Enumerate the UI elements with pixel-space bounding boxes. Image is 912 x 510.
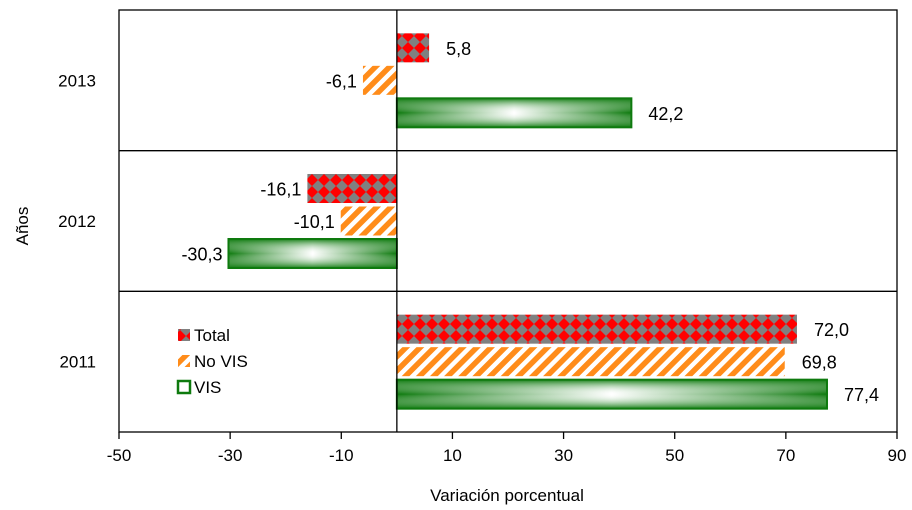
bar-gloss (395, 97, 633, 129)
x-tick-label: 70 (776, 446, 795, 465)
bar-value-label: 72,0 (814, 320, 849, 340)
axes-group: 2013 2012 2011 -50 -30 -10 10 30 50 70 90 (58, 10, 906, 465)
value-labels-group: 5,8 -6,1 42,2 -16,1 -10,1 -30,3 72,0 69,8 77,4 (181, 39, 879, 405)
x-tick-label: 50 (665, 446, 684, 465)
bars-group (227, 33, 828, 410)
bar-no-vis (396, 347, 785, 377)
bar-value-label: -10,1 (294, 212, 335, 232)
y-tick-label: 2012 (58, 212, 96, 231)
bar-no-vis (362, 65, 397, 95)
bar-total (396, 314, 797, 344)
legend-swatch (178, 355, 190, 367)
x-axis-title: Variación porcentual (430, 486, 584, 505)
x-tick-label: -50 (107, 446, 132, 465)
bar-value-label: -30,3 (181, 245, 222, 265)
bar-gloss (395, 378, 828, 410)
legend-label: Total (194, 326, 230, 345)
x-tick-label: -30 (218, 446, 243, 465)
legend-swatch (178, 329, 190, 341)
legend-label: VIS (194, 378, 221, 397)
bar-no-vis (340, 206, 397, 236)
y-tick-label: 2011 (59, 353, 96, 372)
legend-swatch (176, 379, 192, 395)
bar-gloss (227, 238, 398, 269)
y-axis-title: Años (13, 207, 32, 246)
bar-total (307, 174, 397, 203)
x-tick-label: 30 (554, 446, 573, 465)
bar-value-label: 69,8 (802, 353, 837, 373)
legend: Total No VIS VIS (176, 326, 248, 397)
legend-label: No VIS (194, 352, 248, 371)
bar-value-label: 5,8 (446, 39, 471, 59)
bar-value-label: -6,1 (326, 71, 357, 91)
bar-value-label: 77,4 (844, 385, 879, 405)
bar-value-label: -16,1 (260, 180, 301, 200)
bar-value-label: 42,2 (648, 104, 683, 124)
x-tick-label: -10 (329, 446, 354, 465)
y-tick-label: 2013 (58, 71, 96, 90)
bar-total (396, 33, 430, 63)
x-tick-label: 10 (443, 446, 462, 465)
x-tick-label: 90 (888, 446, 907, 465)
